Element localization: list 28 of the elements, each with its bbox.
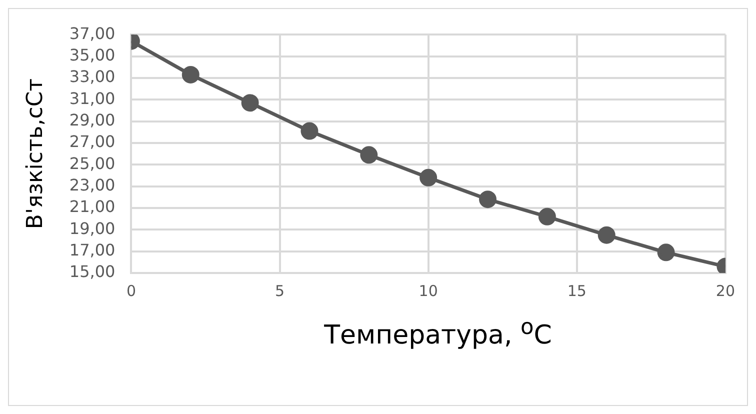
y-tick-label: 19,00 <box>69 218 116 238</box>
y-tick-label: 31,00 <box>69 88 116 108</box>
x-tick-label: 15 <box>567 282 586 300</box>
y-tick-label: 27,00 <box>69 132 116 152</box>
x-tick-label: 20 <box>716 282 736 300</box>
point <box>479 190 497 208</box>
point <box>657 244 675 262</box>
y-tick-label: 29,00 <box>69 110 116 130</box>
point <box>241 94 259 112</box>
x-tick-label: 5 <box>274 282 285 300</box>
point <box>420 168 438 186</box>
point <box>598 226 616 244</box>
y-tick-label: 23,00 <box>69 175 116 194</box>
y-axis-title: В'язкість,сСт <box>22 78 48 230</box>
point <box>538 208 556 226</box>
y-tick-label: 25,00 <box>69 154 116 173</box>
y-tick-label: 17,00 <box>69 240 116 260</box>
y-tick-label: 21,00 <box>69 197 116 216</box>
y-tick-label: 37,00 <box>69 24 116 43</box>
point <box>360 146 378 164</box>
y-tick-label: 15,00 <box>69 262 116 282</box>
y-tick-label: 33,00 <box>69 67 116 86</box>
point <box>300 122 318 140</box>
x-axis-title: Температура, $^{o}$C <box>323 315 553 351</box>
y-tick-label: 35,00 <box>69 45 116 64</box>
x-tick-label: 0 <box>126 282 136 300</box>
point <box>182 66 200 84</box>
x-tick-label: 10 <box>418 282 438 300</box>
